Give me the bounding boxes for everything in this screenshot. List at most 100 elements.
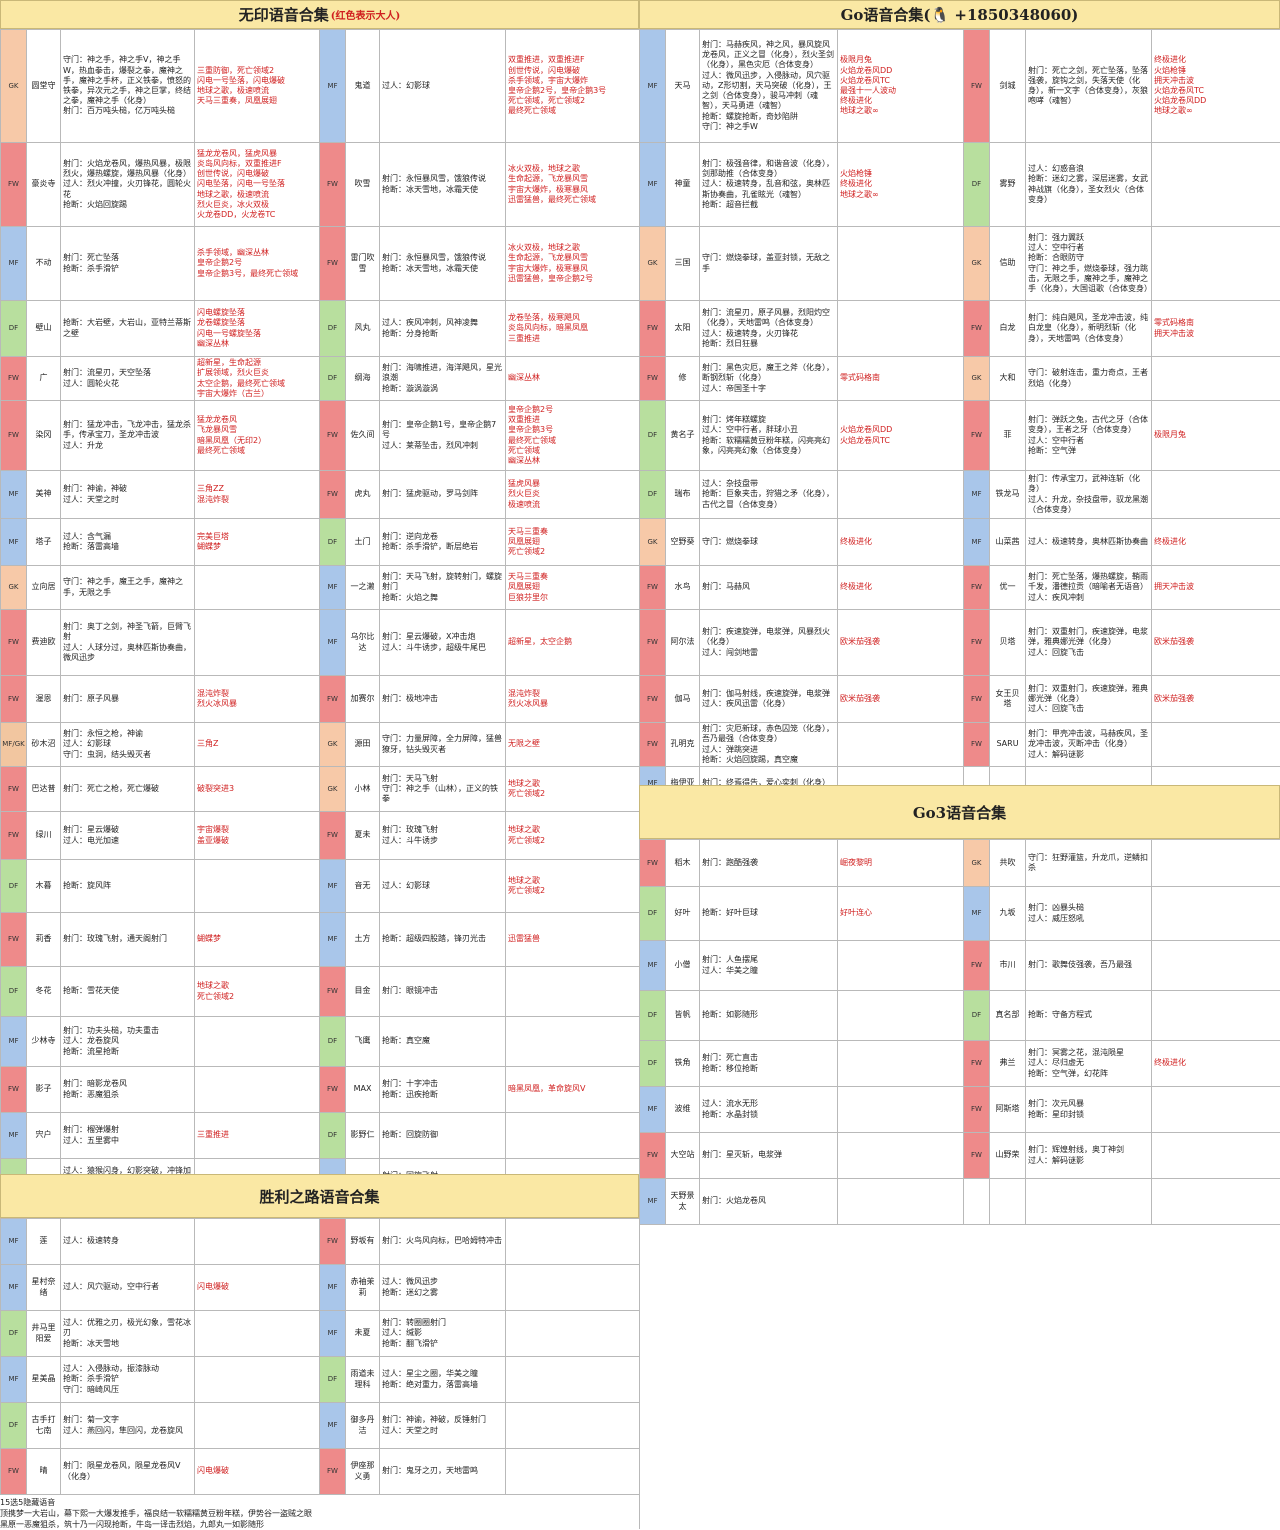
combo-cell: 混沌炸裂烈火冰风暴: [506, 676, 640, 723]
position-cell: FW: [1, 1067, 27, 1113]
position-cell: MF: [320, 610, 346, 676]
combo-cell: 破裂突进3: [195, 767, 320, 812]
skills-cell: 抢断：守备方程式: [1026, 991, 1152, 1041]
position-cell: GK: [320, 723, 346, 767]
position-cell: MF: [320, 913, 346, 967]
player-name: 信助: [990, 227, 1026, 301]
position-cell: FW: [964, 676, 990, 723]
combo-cell: [1152, 1087, 1280, 1133]
player-name: 渥恩: [27, 676, 61, 723]
player-name: 山菜茜: [990, 519, 1026, 566]
skills-cell: 过人：幻影球: [380, 30, 506, 143]
player-name: 瑞布: [666, 471, 700, 519]
position-cell: DF: [320, 301, 346, 357]
skills-cell: 射门：强力翼跃过人：空中行者抢断：合眼防守守门：神之手，燃烧拳球，强力跳击，无限…: [1026, 227, 1152, 301]
skills-cell: 守门：燃烧拳球，盖亚封锁，无敌之手: [700, 227, 838, 301]
skills-cell: 射门：星灭斩，电浆弹: [700, 1133, 838, 1179]
player-name: 阿尔法: [666, 610, 700, 676]
position-cell: MF: [1, 227, 27, 301]
player-name: 天马: [666, 30, 700, 143]
combo-cell: [506, 1311, 640, 1357]
combo-cell: [1152, 227, 1280, 301]
combo-cell: 完美巨塔蝴蝶梦: [195, 519, 320, 566]
player-name: 土方: [346, 913, 380, 967]
position-cell: [964, 1179, 990, 1225]
skills-cell: 射门：流星刃，原子风暴，烈阳灼空（化身），天地雷鸣（合体变身）过人：极速转身，火…: [700, 301, 838, 357]
position-cell: DF: [1, 860, 27, 913]
combo-cell: 欧米茄强袭: [1152, 676, 1280, 723]
divider: [639, 1218, 640, 1529]
skills-cell: 守门：燃烧拳球: [700, 519, 838, 566]
skills-cell: 抢断：旋风阵: [61, 860, 195, 913]
combo-cell: [838, 1179, 964, 1225]
combo-cell: [838, 723, 964, 767]
position-cell: GK: [320, 767, 346, 812]
position-cell: MF: [1, 1017, 27, 1067]
combo-cell: [506, 1113, 640, 1159]
position-cell: FW: [640, 301, 666, 357]
player-name: 太阳: [666, 301, 700, 357]
player-name: 神童: [666, 143, 700, 227]
player-name: 少林寺: [27, 1017, 61, 1067]
position-cell: GK: [1, 30, 27, 143]
position-cell: DF: [320, 1017, 346, 1067]
position-cell: FW: [964, 610, 990, 676]
player-name: 井马里阳爱: [27, 1311, 61, 1357]
position-cell: MF: [640, 30, 666, 143]
combo-cell: [195, 860, 320, 913]
skills-cell: 抢断：雪花天使: [61, 967, 195, 1017]
player-name: 大空站: [666, 1133, 700, 1179]
combo-cell: 欧米茄强袭: [838, 676, 964, 723]
position-cell: DF: [640, 401, 666, 471]
combo-cell: 欧米茄强袭: [838, 610, 964, 676]
skills-cell: 射门：冥雾之花，混沌陨星过人：尽归虚无抢断：空气弹，幻花阵: [1026, 1041, 1152, 1087]
skills-cell: 守门：破射连击，重力奇点，王者烈焰（化身）: [1026, 357, 1152, 401]
combo-cell: 冰火双极，地球之歌生命起源，飞龙暴风雪宇宙大爆炸，极寒暴风迅雷猛兽，皇帝企鹅2号: [506, 227, 640, 301]
combo-cell: 闪电爆破: [195, 1449, 320, 1495]
combo-cell: [195, 1357, 320, 1403]
skills-cell: 射门：灾厄新球，赤色囚笼（化身），吾乃最强（合体变身）过人：弹跳突进抢断：火焰回…: [700, 723, 838, 767]
position-cell: FW: [1, 610, 27, 676]
combo-cell: 地球之歌死亡领域2: [506, 767, 640, 812]
hidden-voice-notes: 15选5隐藏语音 顶携梦一大岩山，幕下熙一大爆发推手，福良结一软糯糯黄豆粉年糕，…: [0, 1498, 640, 1530]
notes-line-1: 15选5隐藏语音: [0, 1498, 640, 1509]
skills-cell: 射门：马赫风: [700, 566, 838, 610]
position-cell: DF: [640, 991, 666, 1041]
wuyin-note: (红色表示大人): [331, 7, 400, 22]
combo-cell: [506, 1265, 640, 1311]
combo-cell: 终极进化: [1152, 1041, 1280, 1087]
position-cell: DF: [320, 519, 346, 566]
position-cell: MF/GK: [1, 723, 27, 767]
combo-cell: [506, 1357, 640, 1403]
skills-cell: 射门：神谕，神破过人：天堂之时: [61, 471, 195, 519]
combo-cell: [195, 1403, 320, 1449]
player-name: 大和: [990, 357, 1026, 401]
player-name: 飞鹰: [346, 1017, 380, 1067]
combo-cell: [1152, 887, 1280, 941]
position-cell: MF: [640, 1087, 666, 1133]
position-cell: FW: [640, 1133, 666, 1179]
player-name: 弗兰: [990, 1041, 1026, 1087]
player-name: 冬花: [27, 967, 61, 1017]
shengli-header: 胜利之路语音合集: [0, 1174, 639, 1218]
player-name: 目金: [346, 967, 380, 1017]
combo-cell: 龙卷坠落，极寒飓风炎岛风向标，暗黑凤凰三重推进: [506, 301, 640, 357]
position-cell: FW: [320, 1449, 346, 1495]
combo-cell: [506, 1403, 640, 1449]
